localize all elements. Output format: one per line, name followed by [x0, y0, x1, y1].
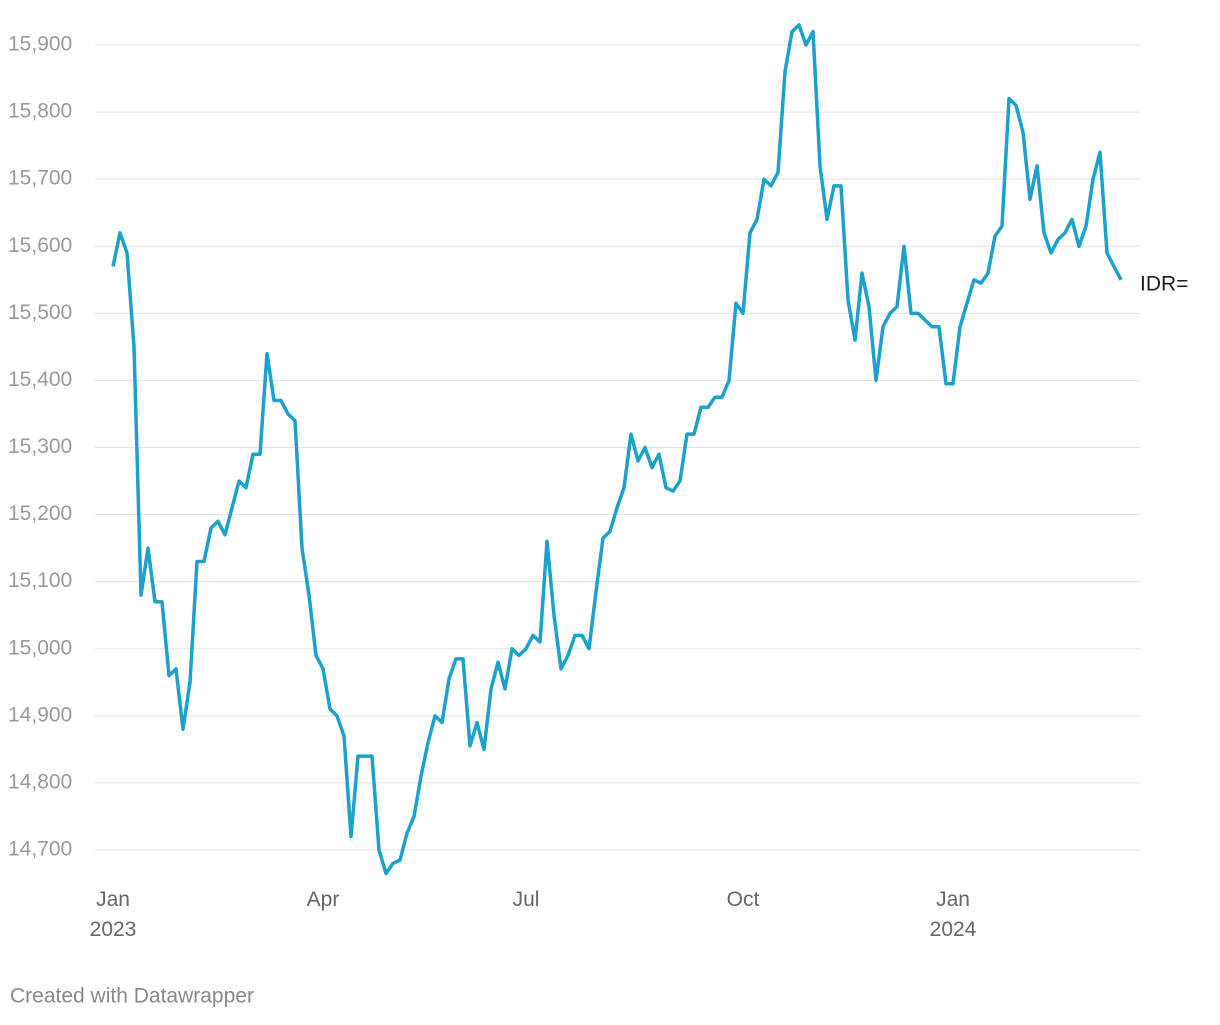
x-tick-label-line: Jan — [96, 888, 130, 911]
y-tick-label: 15,400 — [8, 368, 72, 391]
y-tick-label: 15,200 — [8, 502, 72, 525]
x-tick-label-line: Jan — [936, 888, 970, 911]
x-tick-label: Jan 2023 — [90, 888, 137, 941]
y-tick-label: 15,800 — [8, 100, 72, 123]
x-tick-label-line: Oct — [727, 888, 760, 911]
x-tick-label-line: Apr — [307, 888, 340, 911]
x-tick-label: Jan 2024 — [930, 888, 977, 941]
x-tick-label-line: Jul — [513, 888, 540, 911]
x-tick-label-line: 2023 — [90, 918, 137, 941]
y-tick-label: 15,700 — [8, 167, 72, 190]
y-tick-label: 15,100 — [8, 569, 72, 592]
y-tick-label: 14,900 — [8, 703, 72, 726]
x-tick-label: Jul — [513, 888, 540, 911]
y-tick-label: 15,500 — [8, 301, 72, 324]
y-tick-label: 15,600 — [8, 234, 72, 257]
y-tick-label: 15,300 — [8, 435, 72, 458]
x-tick-label: Oct — [727, 888, 760, 911]
line — [111, 23, 1123, 876]
y-tick-label: 15,000 — [8, 636, 72, 659]
y-tick-label: 15,900 — [8, 33, 72, 56]
series-label: IDR= — [1140, 273, 1188, 296]
x-tick-label: Apr — [307, 888, 340, 911]
footer: Created with Datawrapper — [10, 985, 254, 1008]
y-tick-label: 14,800 — [8, 770, 72, 793]
x-tick-label-line: 2024 — [930, 918, 977, 941]
y-tick-label: 14,700 — [8, 838, 72, 861]
